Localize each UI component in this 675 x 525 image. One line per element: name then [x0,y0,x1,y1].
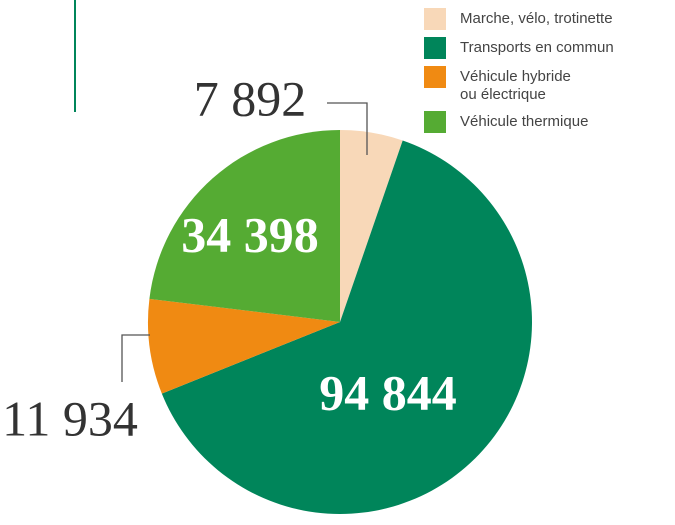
legend-label: Marche, vélo, trotinette [460,10,613,27]
legend: Marche, vélo, trotinette Transports en co… [424,8,614,140]
data-label: 34 398 [181,206,319,262]
legend-item: Véhicule thermique [424,111,614,133]
pie [148,130,532,514]
pie-slice [340,130,403,322]
legend-item: Véhicule hybride ou électrique [424,66,614,104]
legend-swatch [424,8,446,30]
legend-swatch [424,66,446,88]
pie-slice [161,140,532,514]
pie-slice [148,298,340,394]
data-label: 11 934 [2,390,138,446]
legend-swatch [424,37,446,59]
pie-slice [149,130,340,322]
legend-swatch [424,111,446,133]
legend-item: Transports en commun [424,37,614,59]
legend-label: Transports en commun [460,39,614,56]
legend-label: Véhicule hybride ou électrique [460,68,571,103]
legend-label: Véhicule thermique [460,113,589,130]
leader-line [121,334,150,382]
leader-line [327,102,368,155]
legend-item: Marche, vélo, trotinette [424,8,614,30]
data-label: 7 892 [194,70,307,126]
data-label: 94 844 [319,364,457,420]
